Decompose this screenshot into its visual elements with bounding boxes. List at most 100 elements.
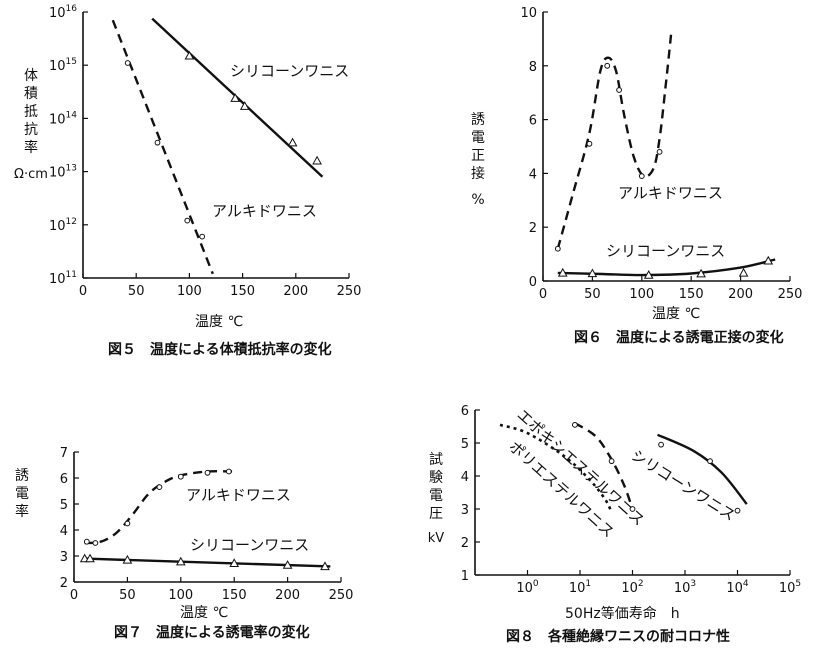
fig5-ylabel-char: 抵	[24, 104, 38, 120]
fig7-y-ticks: 2 3 4 5 6 7	[60, 446, 79, 591]
fig8-ylabel-char: 圧	[429, 506, 443, 522]
fig6-y-unit: %	[471, 192, 484, 208]
fig8-caption: 図８ 各種絶縁ワニスの耐コロナ性	[506, 628, 730, 645]
fig5-y-tick-label: 1014	[49, 110, 77, 127]
fig7-ylabel-char: 率	[15, 503, 29, 520]
fig8-y-tick-label: 2	[461, 536, 469, 551]
fig7-ylabel: 誘 電 率	[15, 468, 29, 520]
fig5-series-1-point	[199, 233, 206, 240]
fig8-y-ticks: 1 2 3 4 5 6	[461, 404, 480, 584]
fig5-chart: 0 50 100 150 200 250 1011 1012 1013 1014 1015 1016…	[14, 4, 361, 358]
fig7-series-1-point	[282, 560, 293, 569]
fig8-x-tick-label: 103	[674, 579, 696, 596]
fig8-y-tick-label: 5	[461, 437, 469, 452]
fig8-x-tick-label: 104	[726, 579, 749, 596]
fig7-series-1-point	[229, 558, 240, 567]
fig6-y-tick-label: 10	[520, 6, 537, 21]
fig7-y-tick-label: 2	[60, 576, 68, 591]
fig7-xlabel: 温度 ℃	[180, 605, 228, 621]
fig5-series-1-point	[154, 139, 161, 146]
fig8-x-tick-exponent: 5	[795, 579, 801, 589]
fig8-series-0-point	[629, 506, 636, 512]
fig7-series-0-point	[124, 520, 131, 527]
fig6-y-tick-label: 2	[529, 221, 537, 236]
fig5-series-1-line	[111, 19, 214, 275]
fig8-markers	[572, 421, 741, 514]
fig7-y-tick-label: 6	[60, 472, 68, 487]
fig8-y-tick-label: 1	[461, 569, 469, 584]
fig7-x-tick-label: 50	[119, 588, 136, 603]
fig8-y-tick-label: 3	[461, 503, 469, 518]
fig6-ylabel: 誘 電 正 接	[471, 112, 485, 182]
fig8-x-tick-exponent: 3	[690, 579, 696, 589]
fig6-series-label-alkyd: アルキドワニス	[618, 184, 723, 202]
fig8-y-unit: kV	[428, 531, 445, 546]
fig8-series-2-point	[658, 441, 664, 448]
fig6-series-0-point	[604, 62, 611, 69]
fig5-y-tick-exponent: 11	[66, 270, 77, 280]
fig8-x-tick-exponent: 1	[585, 579, 591, 589]
fig7-y-tick-label: 7	[60, 446, 68, 461]
fig6-series-0-point	[554, 245, 561, 252]
fig6-x-tick-label: 250	[778, 287, 803, 302]
fig6-series-0-point	[616, 87, 622, 93]
fig7-series-1-point	[85, 553, 95, 563]
fig5-y-tick-label: 1013	[49, 164, 77, 181]
fig8-ylabel-char: 験	[429, 470, 443, 486]
fig6-series-1-point	[587, 268, 598, 278]
fig8-series-2-point	[707, 458, 713, 465]
fig8-series-1-line	[499, 423, 613, 513]
fig6-ylabel-char: 誘	[471, 112, 485, 128]
fig6-series-1-point	[696, 268, 706, 278]
fig7-y-tick-label: 3	[60, 550, 68, 565]
fig7-series-label-alkyd: アルキドワニス	[186, 486, 291, 504]
fig8-ylabel-char: 試	[429, 452, 443, 468]
fig5-y-tick-exponent: 13	[66, 164, 77, 174]
fig7-series-lines	[84, 470, 331, 568]
fig6-x-ticks: 0 50 100 150 200 250	[539, 276, 803, 302]
fig8-y-tick-label: 6	[461, 404, 469, 419]
fig7-series-0-point	[177, 473, 184, 480]
fig5-y-tick-exponent: 16	[66, 4, 78, 14]
fig6-axes	[542, 12, 790, 282]
fig8-x-tick-label: 102	[621, 579, 643, 596]
fig7-series-1-point	[175, 556, 186, 566]
fig5-y-tick-label: 1015	[49, 57, 77, 74]
fig6-x-tick-label: 0	[539, 287, 547, 302]
fig7-series-0-point	[83, 538, 90, 545]
fig6-series-1-line	[557, 258, 776, 277]
fig6-x-tick-label: 100	[629, 287, 654, 302]
fig7-x-tick-label: 100	[168, 588, 193, 603]
fig5-y-tick-exponent: 14	[66, 110, 78, 120]
fig5-y-tick-label: 1016	[49, 4, 77, 21]
fig7-axes	[73, 452, 341, 583]
fig6-series-1-point	[763, 255, 774, 265]
fig6-y-tick-label: 6	[529, 114, 537, 129]
fig5-ylabel: 体 積 抵 抗 率	[24, 68, 38, 156]
fig5-series-1-point	[184, 217, 191, 224]
fig8-x-tick-label: 100	[516, 579, 539, 596]
fig6-y-tick-label: 0	[529, 275, 537, 290]
fig7-caption: 図７ 温度による誘電率の変化	[114, 624, 310, 641]
fig5-series-label-alkyd: アルキドワニス	[212, 202, 317, 220]
fig6-y-tick-label: 8	[529, 60, 537, 75]
fig6-series-0-line	[556, 30, 673, 250]
fig8-x-tick-exponent: 2	[638, 579, 644, 589]
fig8-series-0-point	[608, 458, 615, 465]
fig5-series-0-point	[184, 50, 195, 60]
fig5-series-0-point	[230, 93, 241, 102]
fig7-series-1-point	[122, 554, 133, 564]
fig5-y-unit: Ω·cm	[14, 167, 48, 182]
fig5-y-tick-exponent: 12	[66, 217, 77, 227]
fig8-xlabel: 50Hz等価寿命 h	[565, 605, 680, 622]
fig6-xlabel: 温度 ℃	[652, 306, 700, 322]
fig5-xlabel: 温度 ℃	[195, 314, 243, 330]
fig7-markers	[79, 468, 330, 571]
fig5-series-label-silicone: シリコーンワニス	[230, 62, 349, 80]
fig7-series-0-point	[92, 540, 99, 546]
fig5-markers	[124, 50, 322, 240]
fig6-caption: 図６ 温度による誘電正接の変化	[574, 329, 784, 346]
fig6-series-1-point	[557, 267, 568, 277]
fig8-x-tick-exponent: 0	[533, 579, 539, 589]
